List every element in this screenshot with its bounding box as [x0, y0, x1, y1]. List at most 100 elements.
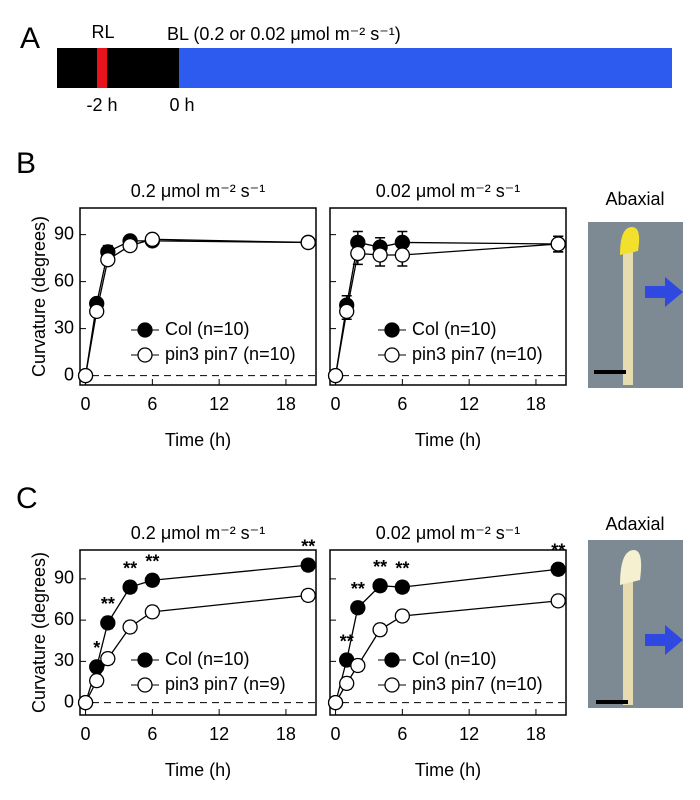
- legend-marker: [384, 652, 400, 668]
- legend-label: Col (n=10): [412, 319, 497, 339]
- data-point: [339, 675, 355, 692]
- x-axis-label: Time (h): [165, 430, 231, 450]
- plot-frame: [329, 207, 567, 386]
- photo: [588, 222, 683, 388]
- data-point: [89, 303, 105, 320]
- x-tick-label: 0: [81, 724, 91, 744]
- chart-title: 0.2 μmol m⁻² s⁻¹: [131, 523, 265, 543]
- y-axis-label: Curvature (degrees): [29, 216, 49, 377]
- y-axis-label: Curvature (degrees): [29, 552, 49, 713]
- x-tick-label: 6: [397, 394, 407, 414]
- data-point: [550, 561, 566, 577]
- red-light: [97, 48, 107, 88]
- x-tick-label: 18: [526, 724, 546, 744]
- data-point: [100, 252, 116, 268]
- data-point: [327, 694, 344, 711]
- chart-title: 0.2 μmol m⁻² s⁻¹: [131, 181, 265, 201]
- x-axis-label: Time (h): [165, 760, 231, 780]
- plot-frame: [329, 549, 567, 716]
- significance: *: [93, 638, 100, 658]
- photo-label: Abaxial: [605, 189, 664, 209]
- x-tick-label: 6: [397, 724, 407, 744]
- series-line: [334, 243, 559, 376]
- significance: **: [373, 557, 387, 577]
- legend-marker: [384, 677, 400, 693]
- data-point: [77, 367, 94, 384]
- x-tick-label: 12: [459, 394, 479, 414]
- data-point: [372, 622, 388, 638]
- data-point: [394, 247, 411, 263]
- legend-marker: [137, 652, 153, 668]
- blue-light: [179, 48, 672, 88]
- chart-title: 0.02 μmol m⁻² s⁻¹: [376, 523, 520, 543]
- x-axis-label: Time (h): [415, 430, 481, 450]
- y-tick-label: 0: [64, 364, 74, 384]
- y-tick-label: 30: [54, 317, 74, 337]
- panel-label: A: [20, 22, 40, 55]
- data-point: [144, 604, 161, 620]
- legend-marker: [384, 322, 400, 338]
- x-tick-label: 6: [147, 394, 157, 414]
- data-point: [122, 237, 138, 254]
- x-tick-label: 18: [526, 394, 546, 414]
- legend-marker: [137, 322, 153, 338]
- data-point: [300, 234, 316, 251]
- legend-label: Col (n=10): [165, 649, 250, 669]
- photo: [588, 540, 683, 708]
- photo-label: Adaxial: [605, 514, 664, 534]
- data-point: [300, 557, 316, 573]
- data-point: [300, 587, 316, 604]
- data-point: [122, 619, 138, 635]
- panel-label: C: [16, 482, 38, 515]
- chart-title: 0.02 μmol m⁻² s⁻¹: [376, 181, 520, 201]
- time-label: -2 h: [86, 95, 117, 115]
- legend-label: pin3 pin7 (n=10): [412, 674, 543, 694]
- data-point: [100, 650, 116, 667]
- data-point: [350, 245, 366, 262]
- legend-marker: [137, 677, 153, 693]
- legend-label: Col (n=10): [165, 319, 250, 339]
- y-tick-label: 0: [64, 691, 74, 711]
- series-line: [84, 238, 309, 376]
- significance: **: [101, 594, 115, 614]
- y-tick-label: 30: [54, 650, 74, 670]
- significance: **: [395, 558, 409, 578]
- significance: **: [351, 579, 365, 599]
- data-point: [77, 694, 94, 711]
- data-point: [394, 608, 411, 624]
- bl-label: BL (0.2 or 0.02 μmol m⁻² s⁻¹): [167, 24, 401, 44]
- data-point: [144, 231, 161, 247]
- dark-period: [57, 48, 179, 88]
- significance: **: [301, 536, 315, 556]
- data-point: [550, 593, 566, 609]
- legend-label: pin3 pin7 (n=10): [165, 344, 296, 364]
- x-tick-label: 0: [81, 394, 91, 414]
- y-tick-label: 90: [54, 223, 74, 243]
- panel-label: B: [16, 147, 36, 180]
- significance: **: [123, 558, 137, 578]
- significance: **: [551, 541, 565, 561]
- data-point: [144, 572, 161, 588]
- legend-marker: [384, 347, 400, 363]
- legend-marker: [137, 347, 153, 363]
- data-point: [350, 600, 366, 616]
- data-point: [350, 657, 366, 674]
- time-label: 0 h: [169, 95, 194, 115]
- x-tick-label: 12: [459, 724, 479, 744]
- y-tick-label: 60: [54, 270, 74, 290]
- legend-label: pin3 pin7 (n=10): [412, 344, 543, 364]
- data-point: [394, 579, 411, 595]
- plot-frame: [79, 207, 317, 386]
- data-point: [372, 578, 388, 594]
- data-point: [372, 247, 388, 263]
- rl-label: RL: [91, 22, 114, 42]
- data-point: [339, 303, 355, 320]
- x-tick-label: 0: [331, 394, 341, 414]
- y-tick-label: 60: [54, 609, 74, 629]
- x-axis-label: Time (h): [415, 760, 481, 780]
- x-tick-label: 18: [276, 724, 296, 744]
- data-point: [122, 579, 138, 595]
- data-point: [100, 615, 116, 631]
- significance: **: [340, 631, 354, 651]
